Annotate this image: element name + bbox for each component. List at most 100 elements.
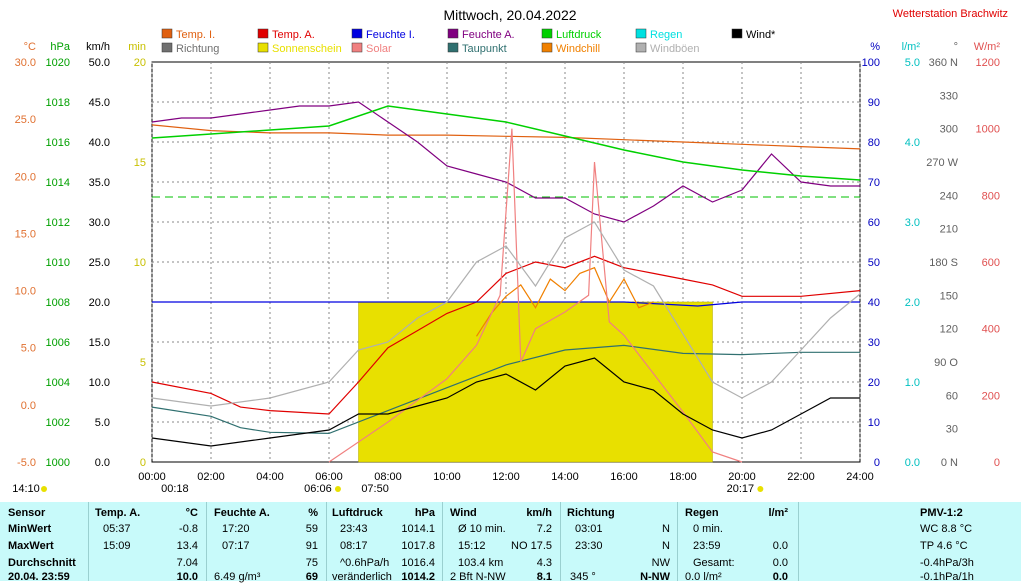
legend-label: Feuchte I. bbox=[366, 29, 415, 41]
temp-axis-tick: -5.0 bbox=[17, 457, 36, 469]
legend-label: Windböen bbox=[650, 43, 700, 55]
legend-swatch bbox=[447, 42, 459, 53]
table-cell-time: 15:09 bbox=[103, 540, 131, 552]
table-cell-value: -0.8 bbox=[179, 523, 198, 535]
legend-swatch bbox=[635, 42, 647, 53]
solar-axis-tick: 0 bbox=[994, 457, 1000, 469]
table-header: PMV-1:2 bbox=[920, 507, 963, 519]
legend-swatch bbox=[541, 42, 553, 53]
rain-axis-tick: 0.0 bbox=[905, 457, 920, 469]
table-cell-value: 10.0 bbox=[176, 571, 198, 583]
series-feuchte-a bbox=[151, 101, 860, 223]
legend-label: Richtung bbox=[176, 43, 219, 55]
rain-axis-tick: 2.0 bbox=[905, 297, 920, 309]
temp-axis-unit: °C bbox=[24, 41, 36, 53]
table-cell-value: 4.3 bbox=[536, 557, 552, 569]
table-cell-value: 13.4 bbox=[176, 540, 198, 552]
rain-axis-tick: 3.0 bbox=[905, 217, 920, 229]
wind-axis-tick: 30.0 bbox=[89, 217, 110, 229]
legend-swatch bbox=[635, 28, 647, 39]
series-windchill bbox=[475, 266, 654, 337]
pressure-axis-tick: 1020 bbox=[46, 57, 70, 69]
table-pmv-value: -0.1hPa/1h bbox=[920, 571, 974, 583]
pressure-axis-tick: 1018 bbox=[46, 97, 70, 109]
moonset-time: 14:10 bbox=[12, 483, 40, 495]
wind-axis-tick: 50.0 bbox=[89, 57, 110, 69]
time-tick: 08:00 bbox=[374, 471, 402, 483]
table-pmv-value: -0.4hPa/3h bbox=[920, 557, 974, 569]
sun-moon-marks: 14:10 00:18 06:06 07:50 20:17 bbox=[12, 483, 764, 495]
table-cell-value: 75 bbox=[305, 557, 318, 569]
sun-axis-tick: 10 bbox=[134, 257, 146, 269]
table-cell-time: 2 Bft N-NW bbox=[450, 571, 506, 583]
series-solar bbox=[328, 128, 743, 463]
time-tick: 04:00 bbox=[256, 471, 284, 483]
table-cell-time: 23:59 bbox=[693, 540, 721, 552]
table-cell-time: 103.4 km bbox=[458, 557, 504, 569]
humidity-axis-tick: 50 bbox=[868, 257, 880, 269]
humidity-axis-tick: 10 bbox=[868, 417, 880, 429]
time-tick: 22:00 bbox=[787, 471, 815, 483]
humidity-axis-tick: 70 bbox=[868, 177, 880, 189]
chart-title: Mittwoch, 20.04.2022 bbox=[443, 7, 576, 23]
series-wind bbox=[151, 357, 860, 447]
temp-axis-tick: 10.0 bbox=[15, 286, 36, 298]
legend-swatch bbox=[731, 28, 743, 39]
table-cell-time: 08:17 bbox=[340, 540, 368, 552]
series-feuchte-i bbox=[152, 301, 860, 307]
direction-axis-tick: 30 bbox=[946, 424, 958, 436]
humidity-axis-tick: 100 bbox=[862, 57, 880, 69]
table-cell-time: Ø 10 min. bbox=[458, 523, 506, 535]
pressure-axis-tick: 1002 bbox=[46, 417, 70, 429]
table-cell-value: 7.04 bbox=[176, 557, 198, 569]
table-cell-value: 91 bbox=[305, 540, 318, 552]
direction-axis-tick: 270 W bbox=[926, 157, 958, 169]
legend-label: Taupunkt bbox=[462, 43, 507, 55]
legend-swatch bbox=[351, 42, 363, 53]
solar-axis-tick: 400 bbox=[982, 324, 1000, 336]
table-header: Regen bbox=[685, 507, 719, 519]
series-temp-i bbox=[151, 124, 861, 150]
direction-axis-tick: 210 bbox=[940, 224, 958, 236]
humidity-axis-tick: 30 bbox=[868, 337, 880, 349]
table-row-label: MaxWert bbox=[8, 540, 54, 552]
humidity-axis-tick: 0 bbox=[874, 457, 880, 469]
table-cell-time: 0.0 l/m² bbox=[685, 571, 722, 583]
sunset-icon bbox=[757, 486, 764, 492]
humidity-axis-unit: % bbox=[870, 41, 880, 53]
legend-label: Sonnenschein bbox=[272, 43, 342, 55]
series-taupunkt bbox=[151, 344, 860, 435]
time-tick: 02:00 bbox=[197, 471, 225, 483]
table-unit: °C bbox=[185, 507, 198, 519]
time-tick: 20:00 bbox=[728, 471, 756, 483]
series-lines bbox=[151, 101, 861, 463]
table-cell-time: veränderlich bbox=[332, 571, 392, 583]
solar-axis-tick: 1000 bbox=[976, 124, 1000, 136]
pressure-axis-tick: 1000 bbox=[46, 457, 70, 469]
time-tick: 14:00 bbox=[551, 471, 579, 483]
table-header: Luftdruck bbox=[332, 507, 383, 519]
table-cell-value: 8.1 bbox=[536, 571, 552, 583]
series-windb-en bbox=[151, 221, 861, 407]
time-tick: 00:00 bbox=[138, 471, 166, 483]
table-cell-value: 7.2 bbox=[536, 523, 552, 535]
table-cell-value: N bbox=[662, 540, 670, 552]
table-divider bbox=[677, 502, 678, 581]
humidity-axis-tick: 60 bbox=[868, 217, 880, 229]
pressure-axis-tick: 1016 bbox=[46, 137, 70, 149]
table-cell-value: NO 17.5 bbox=[511, 540, 552, 552]
legend-label: Wind* bbox=[746, 29, 776, 41]
table-cell-time: 03:01 bbox=[575, 523, 603, 535]
temp-axis-tick: 5.0 bbox=[21, 343, 36, 355]
pressure-axis-tick: 1006 bbox=[46, 337, 70, 349]
table-cell-time: 17:20 bbox=[222, 523, 250, 535]
direction-axis-tick: 0 N bbox=[941, 457, 958, 469]
direction-axis-tick: 180 S bbox=[929, 257, 958, 269]
table-cell-time: ^0.6hPa/h bbox=[340, 557, 390, 569]
table-cell-value: N bbox=[662, 523, 670, 535]
table-pmv-value: WC 8.8 °C bbox=[920, 523, 973, 535]
direction-axis-tick: 240 bbox=[940, 190, 958, 202]
direction-axis-tick: 360 N bbox=[929, 57, 958, 69]
pressure-axis-tick: 1012 bbox=[46, 217, 70, 229]
series-luftdruck bbox=[151, 105, 861, 181]
